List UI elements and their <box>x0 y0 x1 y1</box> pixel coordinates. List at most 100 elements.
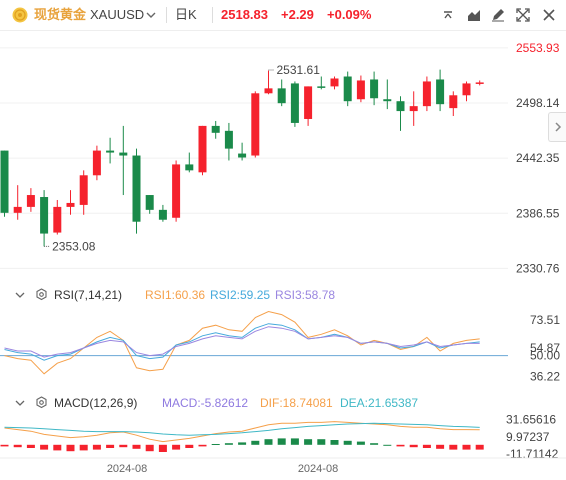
price-tick-label: 2386.55 <box>516 206 560 220</box>
candle-body <box>0 150 9 213</box>
rsi-series-3 <box>4 326 480 358</box>
macd-bar <box>79 444 88 451</box>
candle-body <box>409 106 418 112</box>
macd-bar <box>264 439 273 445</box>
symbol-code[interactable]: XAUUSD <box>90 7 145 22</box>
collapse-arrow-icon[interactable] <box>440 7 456 23</box>
candlestick-chart[interactable]: 2553.93 2498.14 2442.35 2386.55 2330.76 2531… <box>0 31 566 285</box>
candle-body <box>462 83 471 96</box>
rsi-tick-label: 36.22 <box>530 370 560 384</box>
candle-body <box>475 82 484 84</box>
fullscreen-icon[interactable] <box>515 7 531 23</box>
price-grid <box>0 47 508 269</box>
candle-body <box>26 195 35 207</box>
macd-legend: MACD(12,26,9) MACD:-5.82612 DIF:18.74081… <box>0 394 566 412</box>
macd-bar <box>475 444 484 450</box>
macd-bar <box>119 444 128 448</box>
candle-body <box>132 155 141 222</box>
rsi-name[interactable]: RSI(7,14,21) <box>54 288 123 302</box>
price-axis: 2553.93 2498.14 2442.35 2386.55 2330.76 <box>516 41 560 275</box>
macd-axis: 31.65616 9.97237 -11.71142 <box>506 412 559 461</box>
rsi-tick-label: 54.87 <box>530 341 560 355</box>
macd-bar <box>436 444 445 449</box>
macd-name[interactable]: MACD(12,26,9) <box>54 396 138 410</box>
candle-body <box>79 175 88 205</box>
collapse-arrow-icon[interactable] <box>14 397 26 409</box>
macd-bar <box>343 440 352 445</box>
macd-tick-label: 31.65616 <box>506 412 556 426</box>
macd-bar <box>185 444 194 448</box>
dea-value: DEA:21.65387 <box>340 396 419 410</box>
candle-body <box>106 150 115 153</box>
collapse-side-icon[interactable] <box>548 112 566 142</box>
macd-bar <box>40 444 49 450</box>
close-icon[interactable] <box>541 7 557 23</box>
macd-bar <box>422 444 431 448</box>
macd-bar <box>304 439 313 445</box>
price-tick-label: 2498.14 <box>516 96 560 110</box>
chart-header: 现货黄金 XAUUSD 日K 2518.83 +2.29 +0.09% <box>0 0 566 31</box>
candle-body <box>66 202 75 207</box>
divider <box>166 7 167 23</box>
candle-body <box>119 152 128 156</box>
price-tick-label: 2442.35 <box>516 151 560 165</box>
macd-bar <box>251 440 260 445</box>
rsi-series-1 <box>4 310 480 375</box>
candle-body <box>356 80 365 100</box>
macd-lines <box>4 421 480 443</box>
macd-bar <box>198 444 207 447</box>
macd-bar <box>224 443 233 445</box>
candle-body <box>211 125 220 133</box>
macd-bar <box>290 438 299 445</box>
chevron-down-icon[interactable] <box>146 12 156 19</box>
rsi2-value: RSI2:59.25 <box>210 288 271 302</box>
rsi-legend: RSI(7,14,21) RSI1:60.36 RSI2:59.25 RSI3:… <box>0 286 566 304</box>
candle-body <box>383 99 392 102</box>
rsi3-value: RSI3:58.78 <box>275 288 336 302</box>
macd-bar <box>462 444 471 450</box>
candle-body <box>224 130 233 149</box>
macd-bar <box>92 444 101 450</box>
symbol-name[interactable]: 现货黄金 <box>34 7 87 22</box>
period-selector[interactable]: 日K <box>175 7 197 22</box>
macd-chart[interactable]: 31.65616 9.97237 -11.71142 2024-08 2024-08 <box>0 412 566 480</box>
macd-bar <box>370 443 379 445</box>
macd-bar <box>53 444 62 451</box>
candle-body <box>92 150 101 176</box>
macd-bar <box>238 442 247 445</box>
candle-body <box>264 88 273 94</box>
candle-body <box>317 86 326 88</box>
settings-icon[interactable] <box>35 288 48 301</box>
macd-bar <box>356 441 365 445</box>
settings-icon[interactable] <box>35 396 48 409</box>
collapse-arrow-icon[interactable] <box>14 289 26 301</box>
last-price: 2518.83 <box>221 7 268 22</box>
annotation-label: 2531.61 <box>277 63 321 77</box>
annotation-label: 2353.08 <box>52 239 96 253</box>
date-tick-label: 2024-08 <box>298 463 338 475</box>
candle-body <box>172 164 181 218</box>
macd-bar <box>132 444 141 449</box>
area-chart-icon[interactable] <box>466 7 482 23</box>
gold-logo-icon <box>12 7 28 23</box>
macd-bar <box>317 439 326 445</box>
date-axis: 2024-08 2024-08 <box>0 457 566 475</box>
macd-tick-label: 9.97237 <box>506 430 550 444</box>
macd-bar <box>0 444 9 447</box>
macd-bar <box>26 444 35 448</box>
candle-body <box>185 164 194 171</box>
rsi-tick-label: 50.00 <box>530 349 560 363</box>
macd-bar <box>277 438 286 445</box>
date-tick-label: 2024-08 <box>107 463 147 475</box>
macd-bar <box>211 444 220 445</box>
dea-line <box>4 422 480 436</box>
pen-tool-icon[interactable] <box>490 7 506 23</box>
macd-bar <box>66 444 75 452</box>
candle-body <box>436 79 445 105</box>
candle-body <box>251 93 260 156</box>
macd-bar <box>13 444 22 448</box>
macd-bar <box>145 444 154 452</box>
candle-body <box>40 197 49 234</box>
